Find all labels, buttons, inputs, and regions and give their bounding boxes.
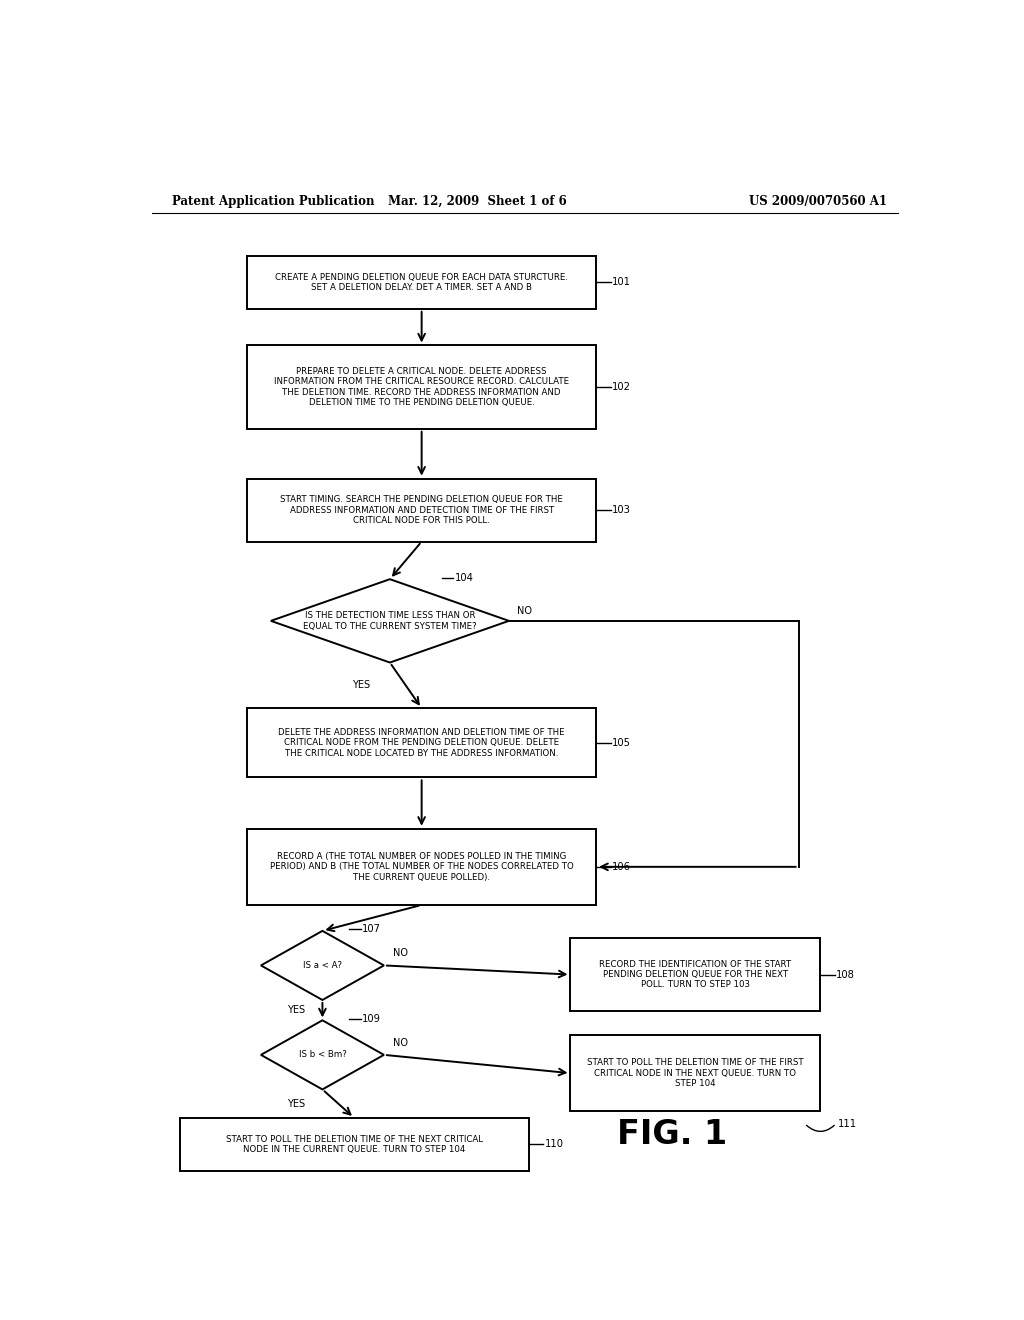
Text: YES: YES <box>287 1005 305 1015</box>
Text: 108: 108 <box>837 970 855 979</box>
Text: PREPARE TO DELETE A CRITICAL NODE. DELETE ADDRESS
INFORMATION FROM THE CRITICAL : PREPARE TO DELETE A CRITICAL NODE. DELET… <box>274 367 569 407</box>
Text: 103: 103 <box>612 506 631 515</box>
Text: 111: 111 <box>838 1119 857 1130</box>
Text: FIG. 1: FIG. 1 <box>616 1118 727 1151</box>
Text: 101: 101 <box>612 277 631 288</box>
Text: RECORD THE IDENTIFICATION OF THE START
PENDING DELETION QUEUE FOR THE NEXT
POLL.: RECORD THE IDENTIFICATION OF THE START P… <box>599 960 792 990</box>
Text: Patent Application Publication: Patent Application Publication <box>172 194 374 207</box>
FancyBboxPatch shape <box>247 346 596 429</box>
Text: IS b < Bm?: IS b < Bm? <box>299 1051 346 1060</box>
Text: CREATE A PENDING DELETION QUEUE FOR EACH DATA STURCTURE.
SET A DELETION DELAY. D: CREATE A PENDING DELETION QUEUE FOR EACH… <box>275 273 568 292</box>
Text: NO: NO <box>517 606 531 615</box>
FancyBboxPatch shape <box>247 479 596 541</box>
Text: RECORD A (THE TOTAL NUMBER OF NODES POLLED IN THE TIMING
PERIOD) AND B (THE TOTA: RECORD A (THE TOTAL NUMBER OF NODES POLL… <box>269 851 573 882</box>
FancyBboxPatch shape <box>570 939 820 1011</box>
Text: YES: YES <box>287 1098 305 1109</box>
Text: 105: 105 <box>612 738 631 748</box>
Text: YES: YES <box>352 680 370 690</box>
Polygon shape <box>270 579 509 663</box>
Text: START TO POLL THE DELETION TIME OF THE NEXT CRITICAL
NODE IN THE CURRENT QUEUE. : START TO POLL THE DELETION TIME OF THE N… <box>225 1135 482 1154</box>
Text: IS a < A?: IS a < A? <box>303 961 342 970</box>
Text: US 2009/0070560 A1: US 2009/0070560 A1 <box>750 194 888 207</box>
Text: NO: NO <box>393 1038 409 1048</box>
Text: IS THE DETECTION TIME LESS THAN OR
EQUAL TO THE CURRENT SYSTEM TIME?: IS THE DETECTION TIME LESS THAN OR EQUAL… <box>303 611 477 631</box>
FancyBboxPatch shape <box>247 256 596 309</box>
FancyBboxPatch shape <box>247 829 596 906</box>
Text: 102: 102 <box>612 381 631 392</box>
Text: 109: 109 <box>362 1014 381 1024</box>
FancyBboxPatch shape <box>570 1035 820 1111</box>
FancyBboxPatch shape <box>179 1118 528 1171</box>
Text: 106: 106 <box>612 862 631 871</box>
Text: START TO POLL THE DELETION TIME OF THE FIRST
CRITICAL NODE IN THE NEXT QUEUE. TU: START TO POLL THE DELETION TIME OF THE F… <box>587 1059 804 1088</box>
Text: NO: NO <box>393 948 409 958</box>
Text: Mar. 12, 2009  Sheet 1 of 6: Mar. 12, 2009 Sheet 1 of 6 <box>388 194 566 207</box>
Text: 110: 110 <box>545 1139 563 1150</box>
Text: DELETE THE ADDRESS INFORMATION AND DELETION TIME OF THE
CRITICAL NODE FROM THE P: DELETE THE ADDRESS INFORMATION AND DELET… <box>279 727 565 758</box>
Polygon shape <box>261 931 384 1001</box>
Text: 107: 107 <box>362 924 381 935</box>
Polygon shape <box>261 1020 384 1089</box>
Text: START TIMING. SEARCH THE PENDING DELETION QUEUE FOR THE
ADDRESS INFORMATION AND : START TIMING. SEARCH THE PENDING DELETIO… <box>281 495 563 525</box>
FancyBboxPatch shape <box>247 709 596 777</box>
Text: 104: 104 <box>455 573 474 582</box>
